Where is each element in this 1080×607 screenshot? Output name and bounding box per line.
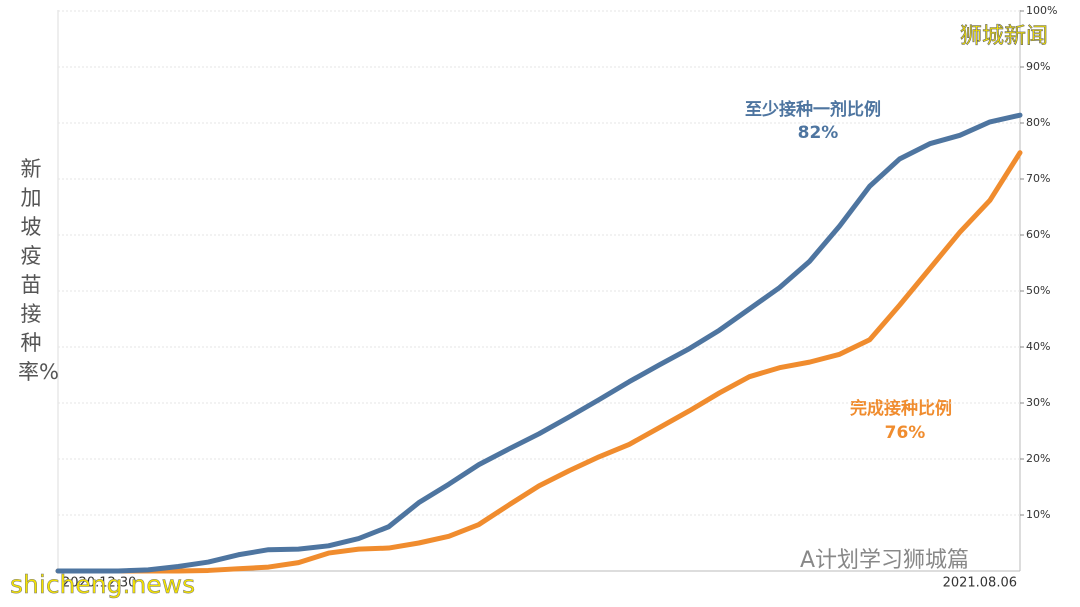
annotation-value: 76% [885,423,926,443]
y-tick-label: 20% [1026,452,1050,465]
y-tick-label: 60% [1026,228,1050,241]
title: 狮城新闻 [960,24,1049,50]
y-tick-label: 50% [1026,284,1050,297]
x-tick-label: 2021.08.06 [943,576,1017,591]
y-tick-label: 10% [1026,508,1050,521]
x-tick-label: 2020.12.30 [62,576,136,591]
watermark: shicheng.news [10,570,196,600]
line [55,112,1023,574]
annotation: 完成接种比例 [850,398,952,419]
annotation: 至少接种一剂比例 [745,99,881,120]
watermark: A计划学习狮城篇 [800,548,970,573]
annotation-value: 82% [798,123,839,143]
y-tick-label: 70% [1026,172,1050,185]
y-tick-label: 30% [1026,396,1050,409]
y-tick-label: 80% [1026,116,1050,129]
y-tick-label: 100% [1026,4,1057,17]
y-tick-label: 90% [1026,60,1050,73]
y-tick-label: 40% [1026,340,1050,353]
y-axis-label: 新加坡疫苗接种率% [18,157,59,384]
line [55,150,1023,574]
